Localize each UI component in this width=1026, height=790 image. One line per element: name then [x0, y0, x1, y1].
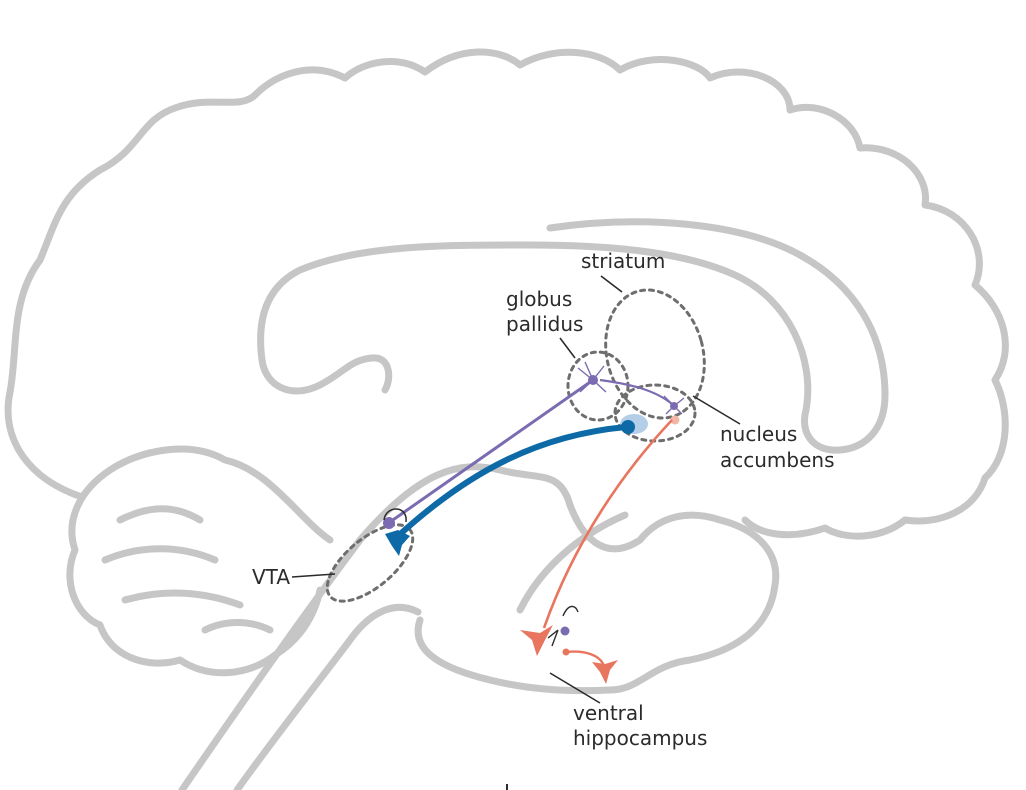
dopamine-projection — [394, 424, 629, 540]
hippocampal-projection — [542, 419, 673, 629]
hippocampal-terminal — [670, 415, 680, 425]
label-ventral-hippocampus-1: ventral — [573, 701, 644, 725]
globus-pallidus-soma — [588, 375, 598, 385]
cerebellum-folia-1 — [116, 505, 204, 524]
hippocampal-neuron-2 — [592, 660, 618, 684]
globus-pallidus-region — [566, 350, 630, 422]
gaba-projection-nacc — [599, 378, 673, 405]
cortex-outline — [4, 48, 1009, 540]
brainstem-outline — [178, 463, 780, 790]
leader-vta — [291, 573, 336, 578]
vta-region — [325, 523, 415, 603]
vta-dopamine-neuron — [385, 530, 410, 556]
cerebellum-folia-3 — [121, 589, 244, 609]
label-vta: VTA — [252, 565, 290, 589]
hippocampal-neuron-2-terminal — [562, 648, 570, 656]
dopamine-terminal — [621, 420, 635, 434]
cerebellum-folia-2 — [101, 545, 219, 564]
label-ventral-hippocampus-2: hippocampus — [573, 726, 707, 750]
leader-globus — [559, 337, 576, 359]
label-nucleus-accumbens-1: nucleus — [720, 422, 797, 446]
brainstem-lower — [233, 603, 422, 790]
temporal-fold — [516, 511, 629, 614]
label-globus-pallidus-2: pallidus — [506, 312, 583, 336]
cerebellum-outline — [66, 445, 334, 677]
leader-nucleus — [692, 395, 741, 425]
hippocampal-neuron-1 — [520, 625, 553, 656]
accumbens-neuron — [663, 395, 685, 415]
nucleus-accumbens-region — [613, 383, 697, 443]
hippocampal-interneuron — [547, 605, 579, 647]
cerebellum-folia-4 — [201, 619, 274, 634]
globus-pallidus-neuron — [577, 361, 607, 393]
leader-hippocampus — [549, 672, 601, 704]
gaba-projection — [389, 378, 594, 524]
hippocampal-interneuron-soma — [560, 626, 570, 636]
corpus-callosum — [257, 218, 889, 454]
vta-gaba-terminal — [383, 517, 395, 529]
vta-loop — [383, 508, 407, 523]
label-nucleus-accumbens-2: accumbens — [720, 448, 835, 472]
accumbens-soma — [670, 402, 678, 410]
hippocampal-neuron-2-axon — [565, 650, 606, 667]
striatum-region — [604, 288, 706, 420]
label-striatum: striatum — [581, 249, 665, 273]
label-globus-pallidus-1: globus — [506, 287, 572, 311]
leader-striatum — [600, 275, 623, 293]
